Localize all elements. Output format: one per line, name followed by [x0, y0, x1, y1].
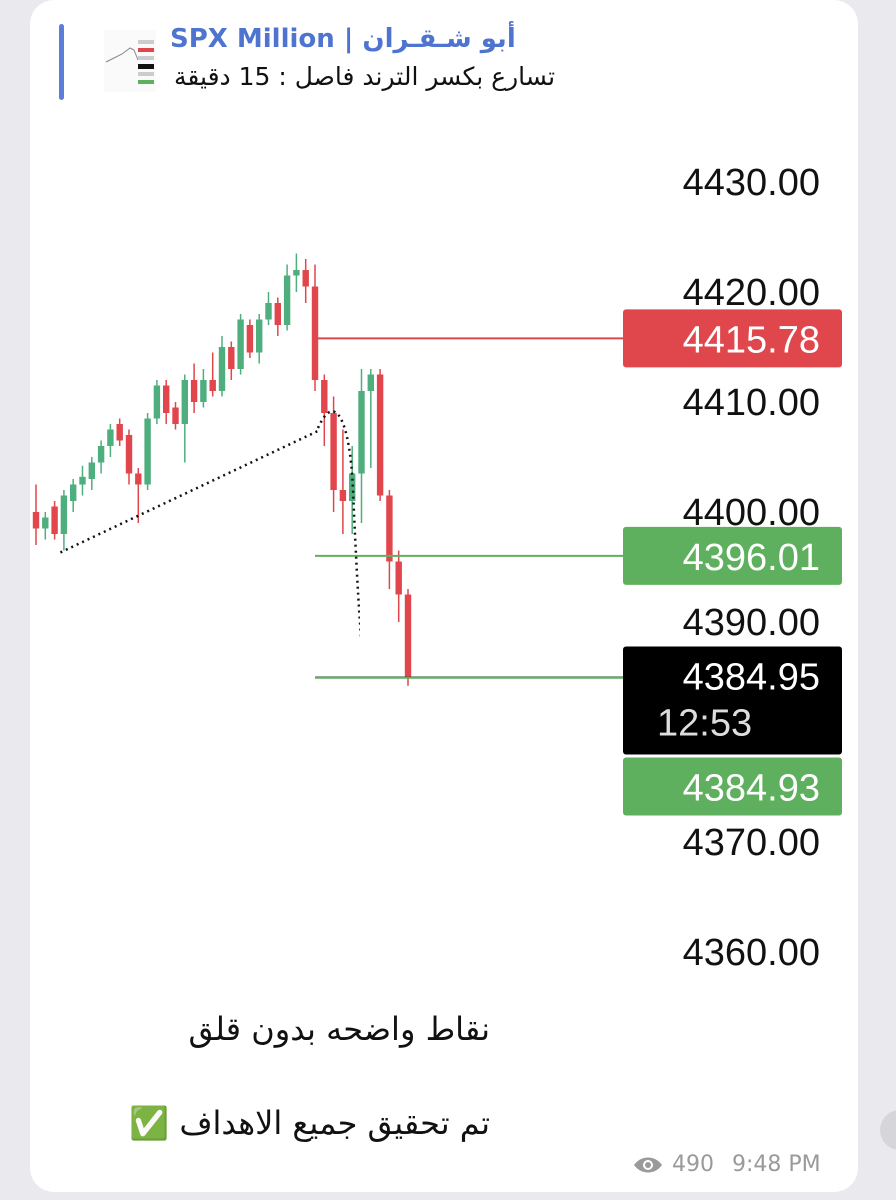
candle-body	[283, 275, 291, 325]
y-tick-label: 4360.00	[683, 932, 820, 974]
candle-body	[70, 484, 77, 501]
price-tag-label: 4384.95	[683, 657, 820, 699]
views-icon	[634, 1157, 662, 1173]
candle-body	[32, 512, 40, 529]
views-count: 490	[672, 1152, 714, 1177]
price-tag-label: 4415.78	[683, 319, 820, 361]
candle-body	[42, 517, 49, 529]
message-line: نقاط واضحه بدون قلق	[188, 1010, 490, 1048]
candle-body	[349, 473, 356, 501]
reply-text: تسارع بكسر الترند فاصل : 15 دقيقة	[174, 62, 556, 91]
y-tick-label: 4370.00	[683, 822, 820, 864]
price-tag-label: 4384.93	[683, 768, 820, 810]
candle-body	[228, 347, 235, 369]
candle-body	[358, 391, 365, 474]
candle-body	[386, 495, 393, 562]
candle-body	[107, 429, 114, 446]
candle-body	[404, 594, 412, 677]
candle-body	[144, 418, 151, 485]
price-tag-label: 4396.01	[683, 537, 820, 579]
y-tick-label: 4430.00	[683, 162, 820, 204]
candle-body	[367, 374, 374, 391]
candle-body	[302, 270, 309, 287]
candle-body	[246, 325, 254, 353]
candle-body	[190, 380, 198, 402]
price-countdown: 12:53	[657, 703, 752, 745]
candle-body	[218, 347, 226, 391]
candle-body	[330, 413, 337, 490]
candle-body	[237, 319, 244, 369]
scroll-button[interactable]	[880, 1110, 896, 1150]
candle-body	[274, 303, 281, 325]
candle-body	[60, 495, 68, 534]
candle-body	[135, 473, 142, 485]
candle-body	[172, 407, 179, 424]
candle-body	[265, 303, 272, 320]
message-time: 9:48 PM	[732, 1152, 821, 1177]
candle-body	[51, 506, 58, 534]
candle-body	[79, 476, 86, 485]
candle-body	[321, 380, 328, 413]
y-tick-label: 4410.00	[683, 382, 820, 424]
candle-body	[209, 380, 216, 391]
price-tag	[623, 646, 842, 755]
candle-body	[339, 490, 347, 501]
trend-drawings	[60, 410, 360, 640]
y-tick-label: 4390.00	[683, 602, 820, 644]
y-tick-label: 4420.00	[683, 272, 820, 314]
candle-body	[200, 380, 207, 402]
price-tag	[623, 309, 842, 368]
price-tag	[623, 526, 842, 585]
candle-body	[153, 385, 161, 419]
price-tag	[623, 757, 842, 816]
reply-thumbnail	[104, 30, 156, 92]
reply-bar	[59, 24, 64, 100]
candle-body	[116, 424, 123, 441]
candle-body	[293, 270, 300, 276]
candle-body	[88, 462, 95, 479]
message-bubble	[30, 0, 858, 1192]
candle-body	[256, 319, 263, 353]
candle-body	[163, 385, 170, 413]
candle-body	[125, 435, 133, 474]
message-line: تم تحقيق جميع الاهداف ✅	[129, 1104, 490, 1142]
candle-body	[311, 286, 319, 380]
candle-body	[97, 446, 105, 463]
reply-name: SPX Million | أبو شـقـران	[170, 24, 516, 54]
candle-body	[376, 374, 384, 496]
candle-body	[181, 380, 188, 424]
candle-body	[395, 561, 402, 595]
